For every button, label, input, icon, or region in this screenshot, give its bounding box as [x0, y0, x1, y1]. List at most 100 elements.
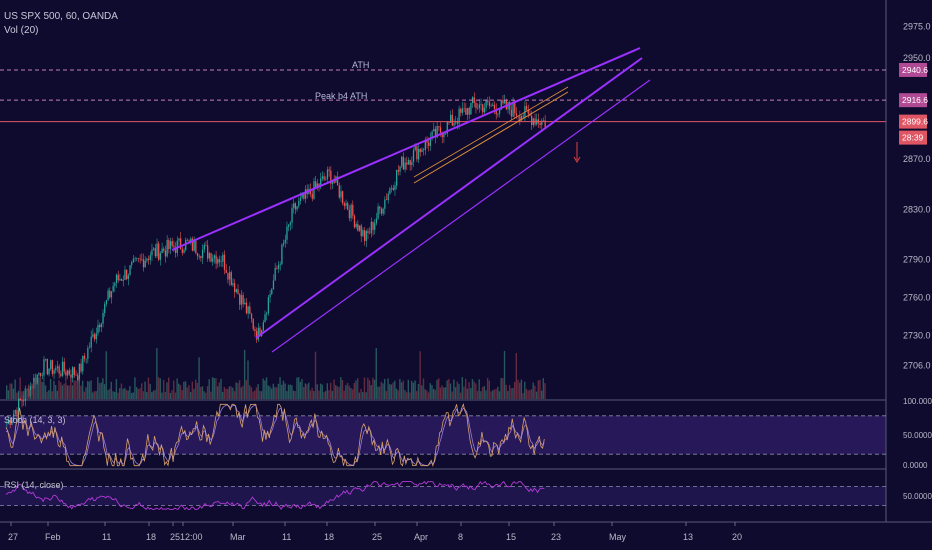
candle-body: [433, 128, 435, 132]
candle-body: [493, 104, 496, 109]
candle-body: [186, 239, 189, 241]
volume-bar: [19, 377, 21, 399]
volume-bar: [485, 390, 487, 399]
volume-bar: [260, 391, 263, 399]
x-tick-label: Feb: [45, 532, 61, 542]
candle-body: [286, 226, 288, 240]
volume-bar: [432, 388, 435, 399]
volume-bar: [385, 391, 388, 399]
volume-bar: [100, 382, 102, 399]
y-tick-label: 2706.0: [903, 361, 931, 371]
volume-bar: [81, 380, 84, 399]
candle-body: [377, 206, 379, 219]
candle-body: [325, 178, 327, 180]
candle-body: [193, 240, 195, 251]
volume-bar: [449, 383, 452, 399]
symbol-title[interactable]: US SPX 500, 60, OANDA: [4, 11, 118, 22]
candle-body: [70, 374, 72, 378]
candle-body: [468, 107, 470, 115]
candle-body: [336, 176, 339, 186]
candle-body: [487, 100, 489, 102]
down-arrow-head: [573, 156, 581, 163]
candle-body: [18, 398, 20, 415]
candle-body: [446, 121, 448, 134]
volume-bar: [277, 383, 280, 399]
candle-body: [75, 374, 77, 376]
candle-body: [223, 254, 226, 270]
volume-bar: [49, 378, 52, 399]
candle-body: [264, 314, 266, 323]
candle-body: [477, 107, 479, 109]
volume-bar: [178, 383, 180, 399]
volume-bar: [362, 392, 364, 399]
volume-bar: [416, 391, 418, 399]
candle-body: [210, 253, 212, 262]
volume-label[interactable]: Vol (20): [4, 25, 39, 36]
candle-body: [390, 188, 393, 189]
volume-bar: [270, 388, 273, 399]
candle-body: [232, 283, 234, 286]
candle-body: [421, 149, 423, 153]
candle-body: [196, 253, 199, 257]
volume-bar: [539, 379, 541, 399]
volume-bar: [181, 389, 183, 399]
volume-bar: [301, 379, 303, 399]
volume-bar: [186, 387, 188, 399]
volume-bar: [60, 382, 62, 399]
countdown-badge: 28:39: [902, 133, 924, 143]
candle-body: [456, 122, 459, 124]
volume-bar: [137, 389, 140, 399]
candle-body: [141, 259, 143, 260]
candle-body: [350, 204, 352, 219]
candle-body: [326, 169, 329, 179]
candle-body: [277, 264, 280, 269]
candle-body: [93, 334, 96, 340]
candle-body: [115, 274, 118, 284]
candle-body: [39, 373, 42, 376]
volume-bar: [368, 380, 371, 399]
volume-bar: [515, 352, 518, 399]
volume-bar: [508, 384, 511, 399]
candle-body: [353, 215, 356, 228]
candle-body: [178, 238, 180, 241]
volume-bar: [14, 379, 16, 399]
candle-body: [409, 160, 411, 165]
candle-body: [19, 398, 21, 401]
volume-bar: [243, 349, 246, 399]
candle-body: [387, 193, 389, 201]
candle-body: [252, 318, 254, 330]
candle-body: [320, 178, 322, 187]
volume-bar: [370, 385, 372, 399]
candles-group: [6, 92, 546, 429]
candle-body: [515, 113, 518, 116]
candle-body: [139, 258, 141, 260]
volume-bar: [41, 381, 43, 399]
volume-bar: [303, 386, 305, 399]
candle-body: [520, 115, 523, 121]
volume-bar: [495, 389, 497, 399]
volume-bar: [188, 385, 190, 399]
rsi-band-fill: [0, 486, 886, 506]
last-price-badge: 2899.6: [902, 117, 928, 127]
candle-body: [424, 139, 426, 151]
candle-body: [500, 100, 502, 110]
volume-bar: [446, 380, 448, 399]
volume-bar: [400, 382, 403, 399]
candle-body: [242, 295, 244, 305]
volume-bar: [316, 384, 318, 399]
volume-bar: [208, 379, 210, 399]
volume-bar: [97, 377, 99, 399]
volume-bar: [299, 381, 302, 399]
candle-body: [434, 128, 437, 138]
volume-bar: [254, 390, 256, 399]
volume-bar: [392, 382, 394, 399]
volume-bar: [323, 392, 325, 399]
x-tick-label: 8: [458, 532, 463, 542]
candle-body: [369, 233, 371, 234]
candle-body: [303, 193, 305, 199]
candle-body: [120, 279, 123, 281]
volume-bar: [483, 386, 485, 399]
y-tick-label: 2950.0: [903, 53, 931, 63]
volume-bar: [390, 384, 393, 399]
